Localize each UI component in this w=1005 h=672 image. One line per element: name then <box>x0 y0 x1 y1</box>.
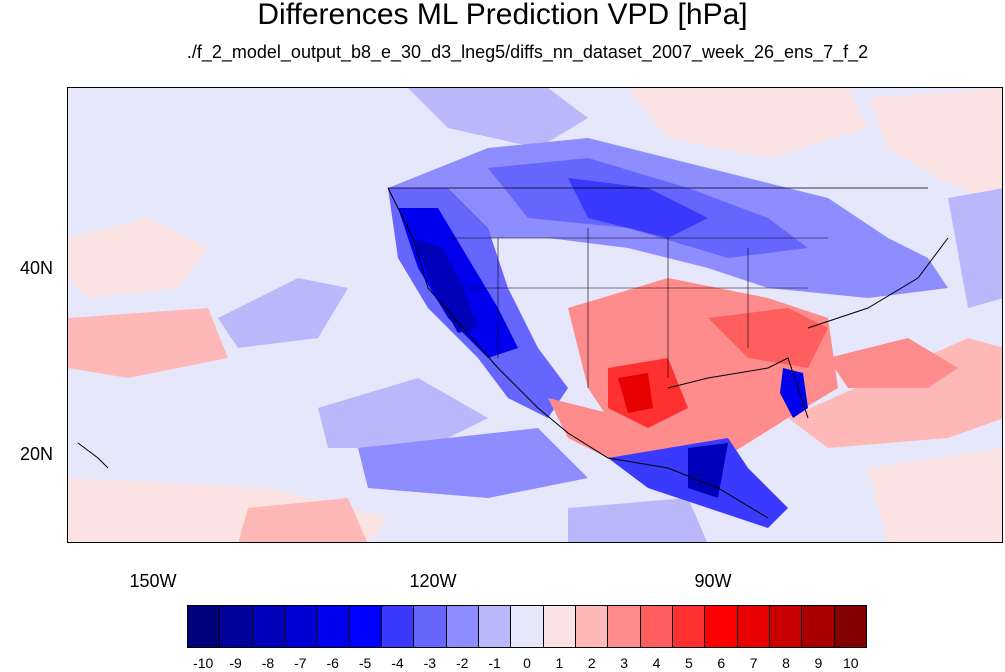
colorbar-tick-label: 3 <box>620 655 629 671</box>
colorbar-tick-label: 5 <box>684 655 693 671</box>
pink-patch-northeast <box>868 88 1002 208</box>
figure-title: Differences ML Prediction VPD [hPa] <box>257 0 748 31</box>
colorbar-swatch <box>737 606 770 647</box>
colorbar-swatch <box>769 606 803 647</box>
lon-label-120w: 120W <box>409 571 457 591</box>
colorbar-swatch <box>575 606 609 647</box>
blue-patch-north <box>408 88 588 148</box>
red-patch-atlantic <box>828 338 958 388</box>
colorbar-swatch <box>608 606 641 647</box>
colorbar-swatch <box>640 606 673 647</box>
colorbar-tick-label: -6 <box>326 655 339 671</box>
colorbar-tick-label: 1 <box>555 655 564 671</box>
blue-deep-north <box>568 178 708 238</box>
blue-patch-pacific-2 <box>318 378 488 448</box>
colorbar-tick-label: 6 <box>717 655 726 671</box>
colorbar-tick-label: -5 <box>358 655 372 671</box>
figure-subtitle: ./f_2_model_output_b8_e_30_d3_lneg5/diff… <box>186 42 869 62</box>
colorbar-swatch <box>511 606 544 647</box>
colorbar-tick-label: 9 <box>814 655 823 671</box>
colorbar-swatch <box>252 606 285 647</box>
pink-patch-west <box>68 218 208 298</box>
state-borders <box>497 228 749 388</box>
colorbar-tick-label: -2 <box>456 655 469 671</box>
colorbar-swatch <box>543 606 576 647</box>
red-core-southeast <box>708 308 828 368</box>
colorbar-tick-label: 8 <box>782 655 790 671</box>
colorbar-swatch <box>284 606 318 647</box>
colorbar-tick-label: 4 <box>652 655 661 671</box>
colorbar-swatch <box>834 606 866 647</box>
blue-patch-northeast <box>948 188 1002 308</box>
colorbar-swatch <box>317 606 350 647</box>
colorbar <box>187 605 867 648</box>
colorbar-tick-label: 7 <box>749 655 758 671</box>
colorbar-swatch <box>802 606 835 647</box>
gulf-coastline <box>667 357 809 419</box>
vpd-difference-map <box>68 88 1002 542</box>
colorbar-swatch <box>349 606 382 647</box>
pink-patch-south <box>238 498 368 542</box>
blue-patch-south <box>568 498 708 542</box>
lon-label-150w: 150W <box>129 571 177 591</box>
colorbar-swatch <box>446 606 479 647</box>
east-coastline <box>807 237 949 329</box>
lon-label-90w: 90W <box>694 571 732 591</box>
red-region-mexico <box>548 398 668 468</box>
colorbar-tick-label: 0 <box>523 655 531 671</box>
west-coastline <box>387 187 769 519</box>
colorbar-swatch <box>705 606 738 647</box>
colorbar-swatch <box>414 606 447 647</box>
state-borders-horizontal <box>448 237 828 289</box>
lat-label-40n: 40N <box>20 258 54 278</box>
colorbar-tick-label: 10 <box>843 655 859 671</box>
colorbar-tick-label: -1 <box>488 655 501 671</box>
blue-patch-pacific-1 <box>218 278 348 348</box>
colorbar-tick-label: -4 <box>391 655 404 671</box>
blue-florida <box>780 368 808 418</box>
colorbar-swatch <box>188 606 221 647</box>
colorbar-tick-label: 2 <box>587 655 596 671</box>
blue-patch-pacific-3 <box>358 428 588 498</box>
blue-darkest-west-coast <box>413 238 478 333</box>
colorbar-tick-label: -7 <box>294 655 307 671</box>
blue-deep-central-america <box>688 443 728 498</box>
red-darkest-texas-coast <box>618 373 653 413</box>
map-panel <box>67 87 1003 543</box>
colorbar-tick-label: -8 <box>261 655 275 671</box>
pink-patch-north <box>628 88 868 158</box>
colorbar-tick-label: -3 <box>423 655 437 671</box>
colorbar-tick-label: -9 <box>229 655 242 671</box>
colorbar-swatch <box>672 606 706 647</box>
pink-patch-caribbean <box>868 448 1002 542</box>
pink-patch-pacific-1 <box>68 308 228 378</box>
colorbar-tick-label: -10 <box>193 655 214 671</box>
hawaii-islands <box>77 442 109 469</box>
colorbar-swatch <box>220 606 253 647</box>
colorbar-swatch <box>478 606 512 647</box>
lat-label-20n: 20N <box>20 444 54 464</box>
colorbar-swatch <box>381 606 415 647</box>
